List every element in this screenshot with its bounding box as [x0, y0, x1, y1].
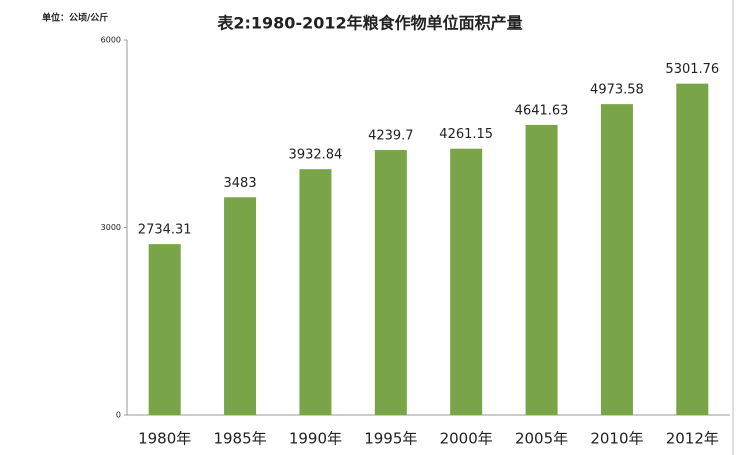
x-tick-label: 2000年: [440, 430, 493, 448]
x-tick-label: 1980年: [138, 430, 191, 448]
x-tick-label: 1985年: [213, 430, 266, 448]
bar: [374, 150, 407, 416]
data-label: 4641.63: [515, 103, 569, 118]
bar: [299, 169, 332, 415]
x-tick-label: 1995年: [364, 430, 417, 448]
bar: [148, 244, 181, 415]
bar: [600, 104, 633, 416]
data-label: 4239.7: [368, 129, 414, 144]
x-tick-label: 2005年: [515, 430, 568, 448]
data-label: 3932.84: [289, 148, 343, 163]
bar: [224, 197, 257, 415]
data-label: 4973.58: [590, 83, 644, 98]
data-label: 3483: [224, 176, 257, 191]
data-label: 2734.31: [138, 223, 192, 238]
y-tick-label: 0: [116, 411, 121, 420]
data-label: 5301.76: [665, 62, 719, 77]
x-tick-label: 1990年: [289, 430, 342, 448]
x-tick-label: 2012年: [666, 430, 719, 448]
chart-title: 表2:1980-2012年粮食作物单位面积产量: [216, 14, 522, 33]
unit-label: 单位：公顷/公斤: [42, 12, 108, 24]
data-label: 4261.15: [439, 127, 493, 142]
bar: [525, 124, 558, 415]
x-tick-label: 2010年: [590, 430, 643, 448]
bar: [676, 83, 709, 415]
bar: [450, 148, 483, 415]
y-tick-label: 3000: [101, 223, 121, 232]
y-tick-label: 6000: [101, 36, 121, 45]
